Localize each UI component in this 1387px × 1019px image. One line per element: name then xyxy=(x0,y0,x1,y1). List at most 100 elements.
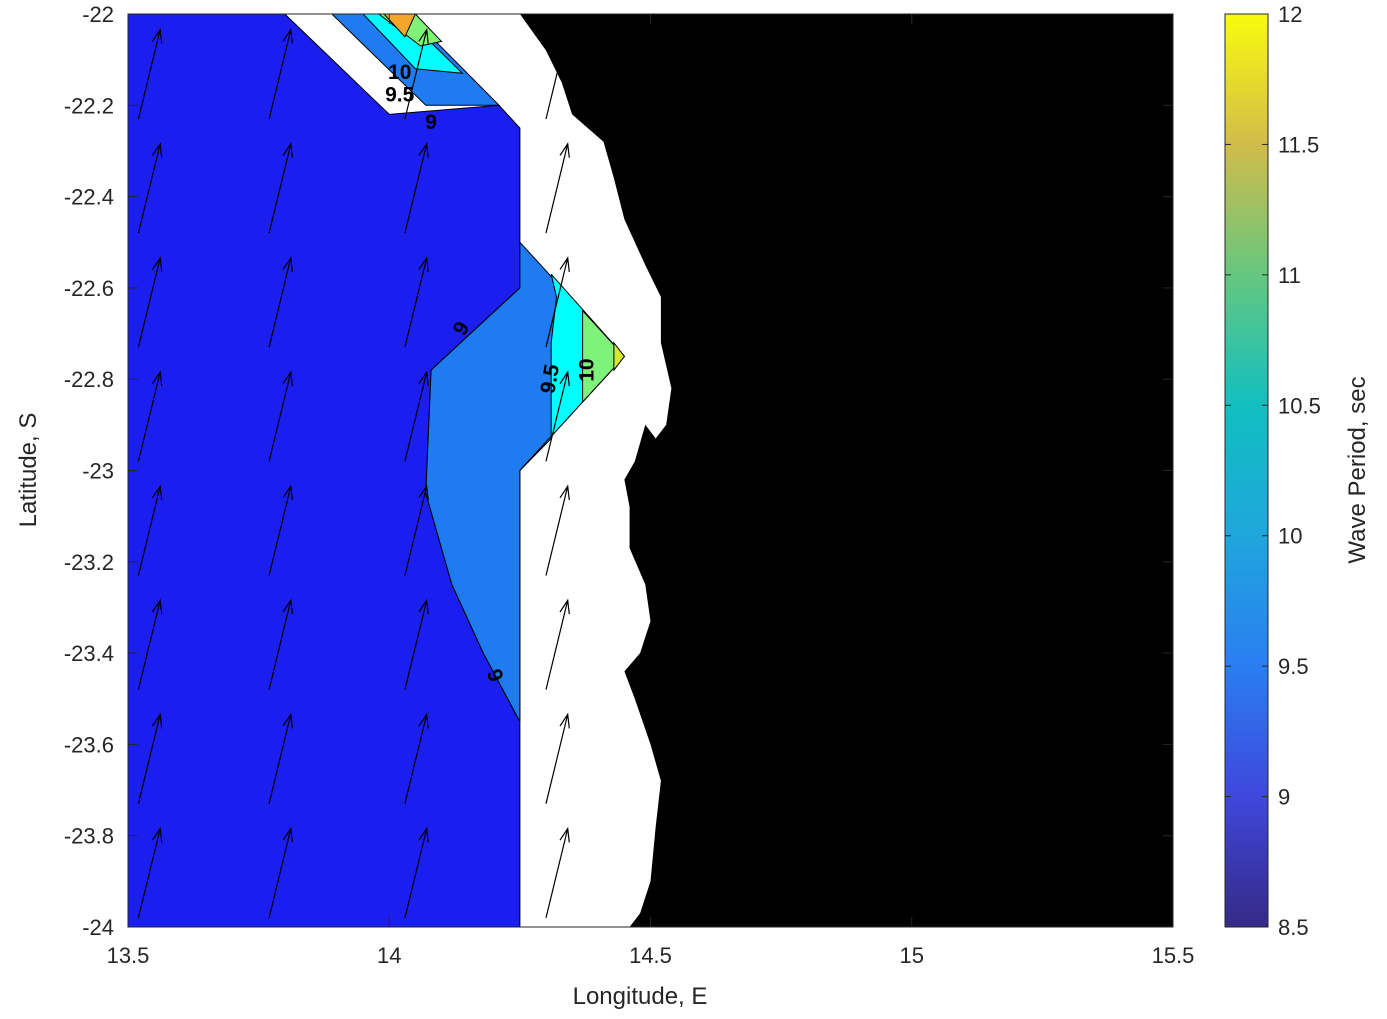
arrow-shaft xyxy=(268,29,292,120)
arrow-shaft xyxy=(137,257,161,348)
wave-arrow xyxy=(268,370,293,462)
contour-region xyxy=(383,14,416,38)
x-tick-label: 15.5 xyxy=(1152,943,1195,968)
arrow-head xyxy=(559,826,570,843)
arrow-shaft xyxy=(545,486,569,576)
arrow-shaft xyxy=(268,828,292,919)
arrow-head xyxy=(282,370,293,387)
arrow-head xyxy=(282,484,293,501)
arrow-shaft xyxy=(404,828,428,919)
y-tick-label: -22 xyxy=(82,2,114,27)
contour-region xyxy=(582,309,626,404)
arrow-shaft xyxy=(137,486,161,576)
wave-arrow xyxy=(268,142,293,234)
arrow-head xyxy=(151,598,163,615)
arrow-head xyxy=(151,712,163,729)
wave-arrow xyxy=(268,598,293,690)
arrow-shaft xyxy=(545,600,569,690)
arrow-head xyxy=(418,256,429,272)
colorbar-tick-label: 10.5 xyxy=(1278,393,1321,418)
wave-arrow xyxy=(404,826,429,919)
arrow-shaft xyxy=(545,29,569,120)
wave-arrow xyxy=(404,28,429,120)
arrow-head xyxy=(418,142,429,158)
arrow-shaft xyxy=(137,29,161,120)
arrow-shaft xyxy=(268,257,292,348)
arrow-head xyxy=(418,712,429,729)
arrow-head xyxy=(418,826,429,843)
arrow-shaft xyxy=(137,600,161,690)
wave-arrow xyxy=(545,598,570,690)
colorbar-tick-label: 9.5 xyxy=(1278,654,1309,679)
arrow-head xyxy=(559,28,570,44)
wave-arrow xyxy=(137,484,163,576)
arrow-shaft xyxy=(268,600,292,690)
x-tick-label: 13.5 xyxy=(107,943,150,968)
y-tick-label: -24 xyxy=(82,915,114,940)
arrow-shaft xyxy=(404,371,428,462)
arrow-head xyxy=(282,826,293,843)
arrow-shaft xyxy=(137,371,161,462)
arrow-head xyxy=(559,142,570,158)
wave-direction-arrows xyxy=(137,28,570,919)
arrow-head xyxy=(418,598,429,615)
arrow-head xyxy=(151,826,163,843)
wave-arrow xyxy=(137,370,163,462)
wave-arrow xyxy=(137,28,163,120)
wave-arrow xyxy=(404,598,429,690)
wave-arrow xyxy=(268,256,293,348)
arrow-head xyxy=(282,256,293,272)
arrow-head xyxy=(418,28,429,44)
arrow-shaft xyxy=(404,714,428,804)
arrow-shaft xyxy=(137,828,161,919)
wave-arrow xyxy=(545,142,570,234)
arrow-shaft xyxy=(404,29,428,120)
x-axis: 13.5 14 14.5 15 15.5 xyxy=(107,14,1195,968)
arrow-shaft xyxy=(137,143,161,234)
arrow-shaft xyxy=(545,714,569,804)
contour-fill-group xyxy=(128,14,626,927)
arrow-head xyxy=(151,484,163,501)
wave-arrow xyxy=(404,142,429,234)
wave-arrow xyxy=(137,142,163,234)
y-tick-label: -23.8 xyxy=(64,824,114,849)
y-tick-label: -22.6 xyxy=(64,276,114,301)
contour-region xyxy=(362,14,464,74)
arrow-head xyxy=(559,370,570,387)
wave-arrow xyxy=(137,598,163,690)
arrow-head xyxy=(559,256,570,272)
y-axis: -22 -22.2 -22.4 -22.6 -22.8 -23 -23.2 -23.4 -23.… xyxy=(64,2,1173,940)
arrow-shaft xyxy=(545,257,569,348)
arrow-shaft xyxy=(268,371,292,462)
wave-arrow xyxy=(545,256,570,348)
arrow-shaft xyxy=(404,486,428,576)
colorbar-label: Wave Period, sec xyxy=(1344,376,1371,563)
contour-label: 10 xyxy=(575,358,598,381)
wave-arrow xyxy=(545,712,570,804)
arrow-head xyxy=(559,484,570,501)
x-tick-label: 15 xyxy=(900,943,924,968)
arrow-head xyxy=(282,598,293,615)
arrow-shaft xyxy=(545,143,569,234)
arrow-shaft xyxy=(545,371,569,462)
colorbar-ticks: 8.5 9 9.5 10 10.5 11 11.5 12 xyxy=(1225,2,1321,940)
arrow-shaft xyxy=(137,714,161,804)
arrow-head xyxy=(151,142,163,158)
arrow-shaft xyxy=(268,486,292,576)
colorbar: 8.5 9 9.5 10 10.5 11 11.5 12 Wave Period, sec xyxy=(1224,2,1371,940)
arrow-head xyxy=(151,28,163,44)
colorbar-tick-label: 10 xyxy=(1278,524,1302,549)
wave-arrow xyxy=(137,712,163,804)
wave-arrow xyxy=(545,826,570,919)
x-axis-label: Longitude, E xyxy=(573,983,708,1010)
wave-arrow xyxy=(268,28,293,120)
arrow-shaft xyxy=(404,257,428,348)
y-tick-label: -23.4 xyxy=(64,641,114,666)
arrow-shaft xyxy=(268,714,292,804)
wave-arrow xyxy=(268,712,293,804)
wave-arrow xyxy=(404,256,429,348)
land-mass xyxy=(519,14,1173,927)
contour-label: 9.5 xyxy=(536,362,564,395)
